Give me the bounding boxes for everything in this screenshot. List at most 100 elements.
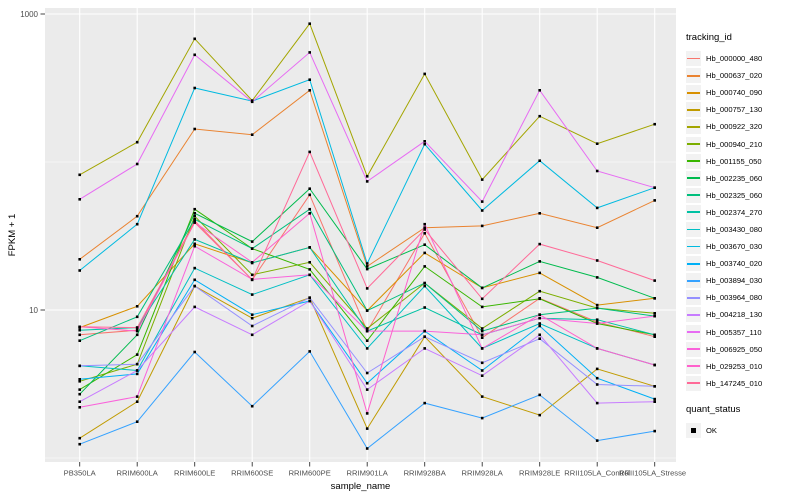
data-point [78, 380, 81, 383]
data-point [595, 169, 599, 173]
legend-item-label: Hb_000740_090 [706, 88, 763, 98]
data-point [595, 347, 599, 350]
data-point [193, 214, 196, 218]
data-point [250, 333, 254, 337]
data-point [135, 315, 139, 319]
data-point [135, 222, 139, 226]
data-point [653, 397, 656, 401]
data-point [365, 427, 369, 430]
data-point [193, 350, 196, 354]
data-point [538, 333, 541, 337]
legend-item-label: Hb_002235_060 [706, 173, 763, 183]
legend-key-line-swatch [687, 279, 700, 282]
data-point [423, 284, 426, 288]
data-point [423, 335, 426, 338]
legend-key-line-swatch [687, 331, 700, 333]
data-point [78, 436, 81, 440]
legend-key [686, 358, 701, 374]
data-point [480, 333, 484, 337]
legend-item-Hb_004218_130: Hb_004218_130 [686, 306, 798, 323]
data-point [193, 244, 196, 248]
legend-key-line-swatch [687, 314, 700, 316]
data-point [78, 269, 81, 272]
data-point [480, 395, 484, 398]
data-point [365, 175, 369, 178]
data-point [250, 240, 254, 243]
data-point [538, 159, 541, 162]
data-point [423, 243, 426, 246]
data-point [308, 268, 311, 271]
data-point [250, 404, 254, 408]
legend-title-quant-status: quant_status [686, 403, 741, 415]
legend-key-line-swatch [687, 228, 700, 231]
data-point [365, 412, 369, 415]
legend-key-line-swatch [687, 108, 700, 111]
data-point [538, 114, 541, 118]
data-point [423, 232, 426, 235]
x-tick-label: RRIM600PE [289, 469, 331, 478]
data-point [193, 212, 196, 215]
legend-item-label: Hb_000637_020 [706, 71, 763, 81]
data-point [250, 278, 254, 282]
data-point [423, 222, 426, 226]
data-point [78, 400, 81, 403]
x-tick-label: RRIM928BA [404, 469, 447, 478]
data-point [653, 199, 656, 202]
quant-status-legend-items: OK [686, 422, 798, 439]
y-tick-label: 1000 [20, 10, 38, 19]
data-point [653, 186, 656, 189]
legend-key [686, 375, 701, 391]
data-point [423, 265, 426, 268]
legend-item-Hb_003430_080: Hb_003430_080 [686, 221, 798, 238]
x-tick-label: RRIM901LA [347, 469, 389, 478]
data-point [135, 369, 139, 372]
data-point [653, 297, 656, 300]
data-point [365, 267, 369, 271]
legend-key [686, 51, 701, 67]
data-point [538, 289, 541, 293]
data-point [135, 372, 139, 376]
data-point [538, 413, 541, 417]
data-point [538, 313, 541, 316]
legend-item-Hb_002325_060: Hb_002325_060 [686, 187, 798, 204]
data-point [308, 350, 311, 353]
data-point [308, 246, 311, 249]
black-square-point-icon [691, 428, 696, 433]
legend-key [686, 422, 701, 438]
data-point [423, 329, 426, 333]
data-point [193, 37, 196, 41]
data-point [78, 442, 81, 446]
data-point [78, 378, 81, 381]
data-point [135, 400, 139, 403]
major-gridlines [45, 8, 676, 462]
data-point [250, 133, 254, 136]
data-point [78, 325, 81, 329]
data-point [653, 279, 656, 282]
legend-item-Hb_000922_320: Hb_000922_320 [686, 118, 798, 135]
data-point [423, 226, 426, 229]
legend-item-Hb_002374_270: Hb_002374_270 [686, 204, 798, 221]
legend-item-Hb_000940_210: Hb_000940_210 [686, 135, 798, 152]
data-point [135, 162, 139, 166]
data-point [135, 329, 139, 333]
legend-item-Hb_003964_080: Hb_003964_080 [686, 289, 798, 306]
data-point [538, 89, 541, 92]
legend-key-line-swatch [687, 91, 700, 94]
legend-item-label: Hb_002325_060 [706, 190, 763, 200]
data-point [653, 312, 656, 315]
data-point [135, 395, 139, 398]
legend-item-Hb_006925_050: Hb_006925_050 [686, 341, 798, 358]
data-point [365, 180, 369, 183]
data-point [135, 333, 139, 337]
data-point [538, 260, 541, 263]
legend-item-label: Hb_003670_030 [706, 242, 763, 252]
data-point [250, 313, 254, 316]
legend-key [686, 85, 701, 101]
data-point [193, 238, 196, 241]
data-point [193, 218, 196, 221]
data-point [250, 100, 254, 104]
data-point [595, 439, 599, 442]
legend-item-Hb_029253_010: Hb_029253_010 [686, 358, 798, 375]
legend-key-line-swatch [687, 74, 700, 77]
data-point [480, 297, 484, 301]
